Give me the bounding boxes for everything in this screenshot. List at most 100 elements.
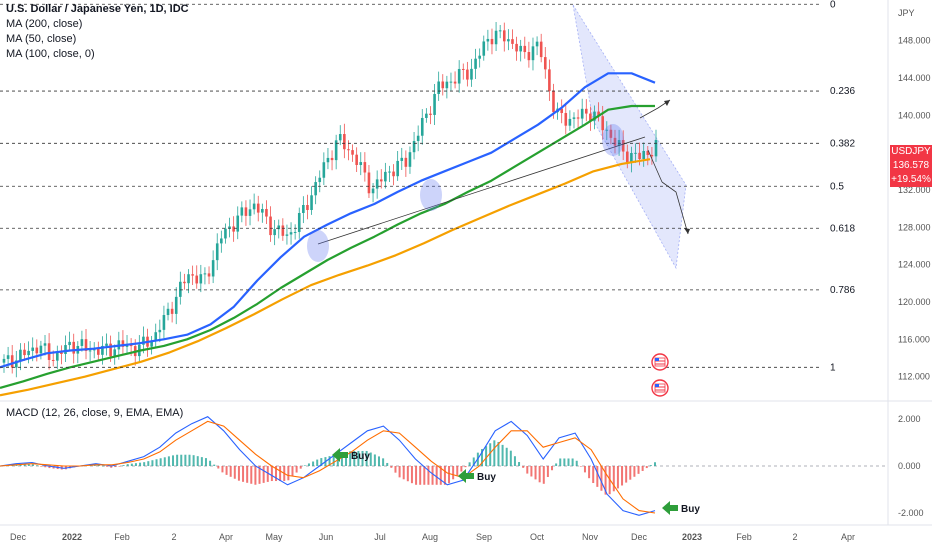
fib-label-6: 1 (830, 362, 836, 373)
price-tick-5: 128.000 (898, 222, 931, 232)
candle-body (371, 188, 375, 194)
price-tick-1: 144.000 (898, 73, 931, 83)
candle-body (43, 343, 47, 346)
candle-body (334, 140, 338, 161)
candle-body (27, 350, 30, 356)
price-tick-0: 148.000 (898, 36, 931, 46)
fib-label-0: 0 (830, 0, 836, 10)
event-flag-icon (651, 353, 669, 371)
candle-body (15, 360, 18, 368)
macd-histogram-bar (209, 460, 212, 466)
candle-body (84, 339, 88, 351)
macd-histogram-bar (48, 466, 51, 469)
candle-body (19, 349, 22, 361)
candle-body (494, 30, 498, 45)
macd-histogram-bar (196, 456, 199, 466)
macd-histogram-bar (649, 465, 652, 466)
candle-body (498, 30, 502, 32)
candle-body (453, 81, 457, 84)
macd-histogram-bar (423, 466, 426, 485)
macd-histogram-bar (242, 466, 245, 482)
candle-body (523, 45, 527, 53)
macd-histogram-bar (419, 466, 422, 485)
macd-histogram-bar (180, 454, 183, 466)
candle-body (207, 273, 211, 277)
macd-histogram-bar (254, 466, 257, 485)
macd-histogram-bar (159, 458, 162, 466)
macd-histogram-bar (373, 454, 376, 466)
candle-body (384, 171, 387, 182)
candle-body (502, 30, 506, 42)
ma100-legend[interactable]: MA (100, close, 0) (6, 48, 95, 60)
ma200-legend[interactable]: MA (200, close) (6, 18, 83, 30)
macd-histogram-bar (583, 466, 586, 473)
candle-body (519, 45, 522, 52)
candle-body (474, 58, 477, 69)
macd-histogram-bar (139, 462, 142, 466)
candle-body (490, 38, 494, 45)
candle-body (392, 171, 395, 177)
macd-line (0, 416, 656, 516)
time-tick-0: Dec (10, 532, 27, 542)
candle-body (101, 345, 104, 355)
candle-body (39, 345, 43, 354)
candle-body (638, 152, 641, 160)
macd-histogram-bar (204, 458, 207, 466)
macd-histogram-bar (332, 455, 335, 466)
candle-body (470, 68, 473, 80)
macd-histogram-bar (349, 451, 352, 466)
candle-body (601, 116, 604, 131)
candle-body (404, 157, 408, 167)
candle-body (642, 150, 645, 160)
macd-histogram-bar (485, 446, 488, 466)
candle-body (277, 225, 281, 230)
ma200-line (0, 158, 651, 397)
macd-histogram-bar (279, 466, 282, 482)
candle-body (105, 343, 108, 346)
macd-histogram-bar (390, 466, 393, 468)
candle-body (261, 208, 264, 213)
macd-legend[interactable]: MACD (12, 26, close, 9, EMA, EMA) (6, 407, 184, 419)
candle-body (109, 343, 112, 357)
candle-body (597, 111, 600, 117)
macd-histogram-bar (299, 466, 302, 469)
candle-body (80, 339, 84, 346)
candle-body (330, 157, 334, 161)
candle-body (379, 179, 383, 182)
macd-histogram-bar (629, 466, 632, 480)
candle-body (191, 274, 194, 276)
candle-body (420, 117, 424, 136)
macd-histogram-bar (526, 466, 529, 474)
macd-histogram-bar (592, 466, 595, 484)
candle-body (482, 41, 486, 56)
macd-histogram-bar (600, 466, 603, 491)
candle-body (51, 359, 55, 361)
macd-histogram-bar (621, 466, 624, 486)
candle-body (281, 225, 285, 236)
price-tag-price: 136.578 (890, 159, 932, 173)
candle-body (318, 177, 322, 183)
symbol-title[interactable]: U.S. Dollar / Japanese Yen, 1D, IDC (6, 3, 189, 15)
candle-body (187, 274, 190, 284)
signal-line (0, 420, 656, 514)
projection-down (647, 149, 663, 183)
candle-body (589, 113, 592, 121)
candle-body (170, 308, 174, 314)
macd-histogram-bar (188, 454, 191, 466)
chart-legend: U.S. Dollar / Japanese Yen, 1D, IDC MA (… (6, 2, 189, 62)
macd-histogram-bar (312, 461, 315, 466)
candle-body (408, 152, 412, 167)
macd-histogram-bar (19, 464, 22, 466)
macd-histogram-bar (518, 462, 521, 466)
candle-body (367, 172, 371, 194)
candle-body (2, 358, 6, 363)
macd-histogram-bar (645, 466, 648, 469)
candle-body (457, 68, 461, 84)
macd-histogram-bar (275, 466, 278, 482)
fib-label-4: 0.618 (830, 223, 855, 234)
macd-histogram-bar (382, 458, 385, 466)
ma50-legend[interactable]: MA (50, close) (6, 33, 77, 45)
time-tick-7: Jul (374, 532, 386, 542)
